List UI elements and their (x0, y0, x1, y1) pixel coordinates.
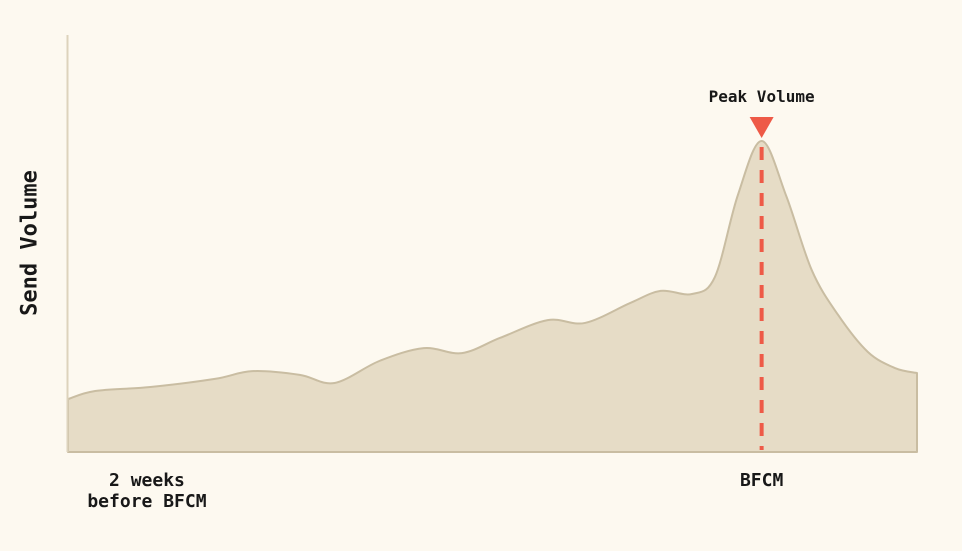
peak-marker-triangle-icon (749, 117, 774, 138)
send-volume-area-series (67, 139, 918, 453)
y-axis-label: Send Volume (17, 170, 43, 316)
x-axis-label-2-weeks-before-bfcm: 2 weeks before BFCM (87, 470, 207, 512)
peak-volume-annotation: Peak Volume (708, 87, 815, 106)
x-axis-label-bfcm: BFCM (739, 470, 784, 491)
